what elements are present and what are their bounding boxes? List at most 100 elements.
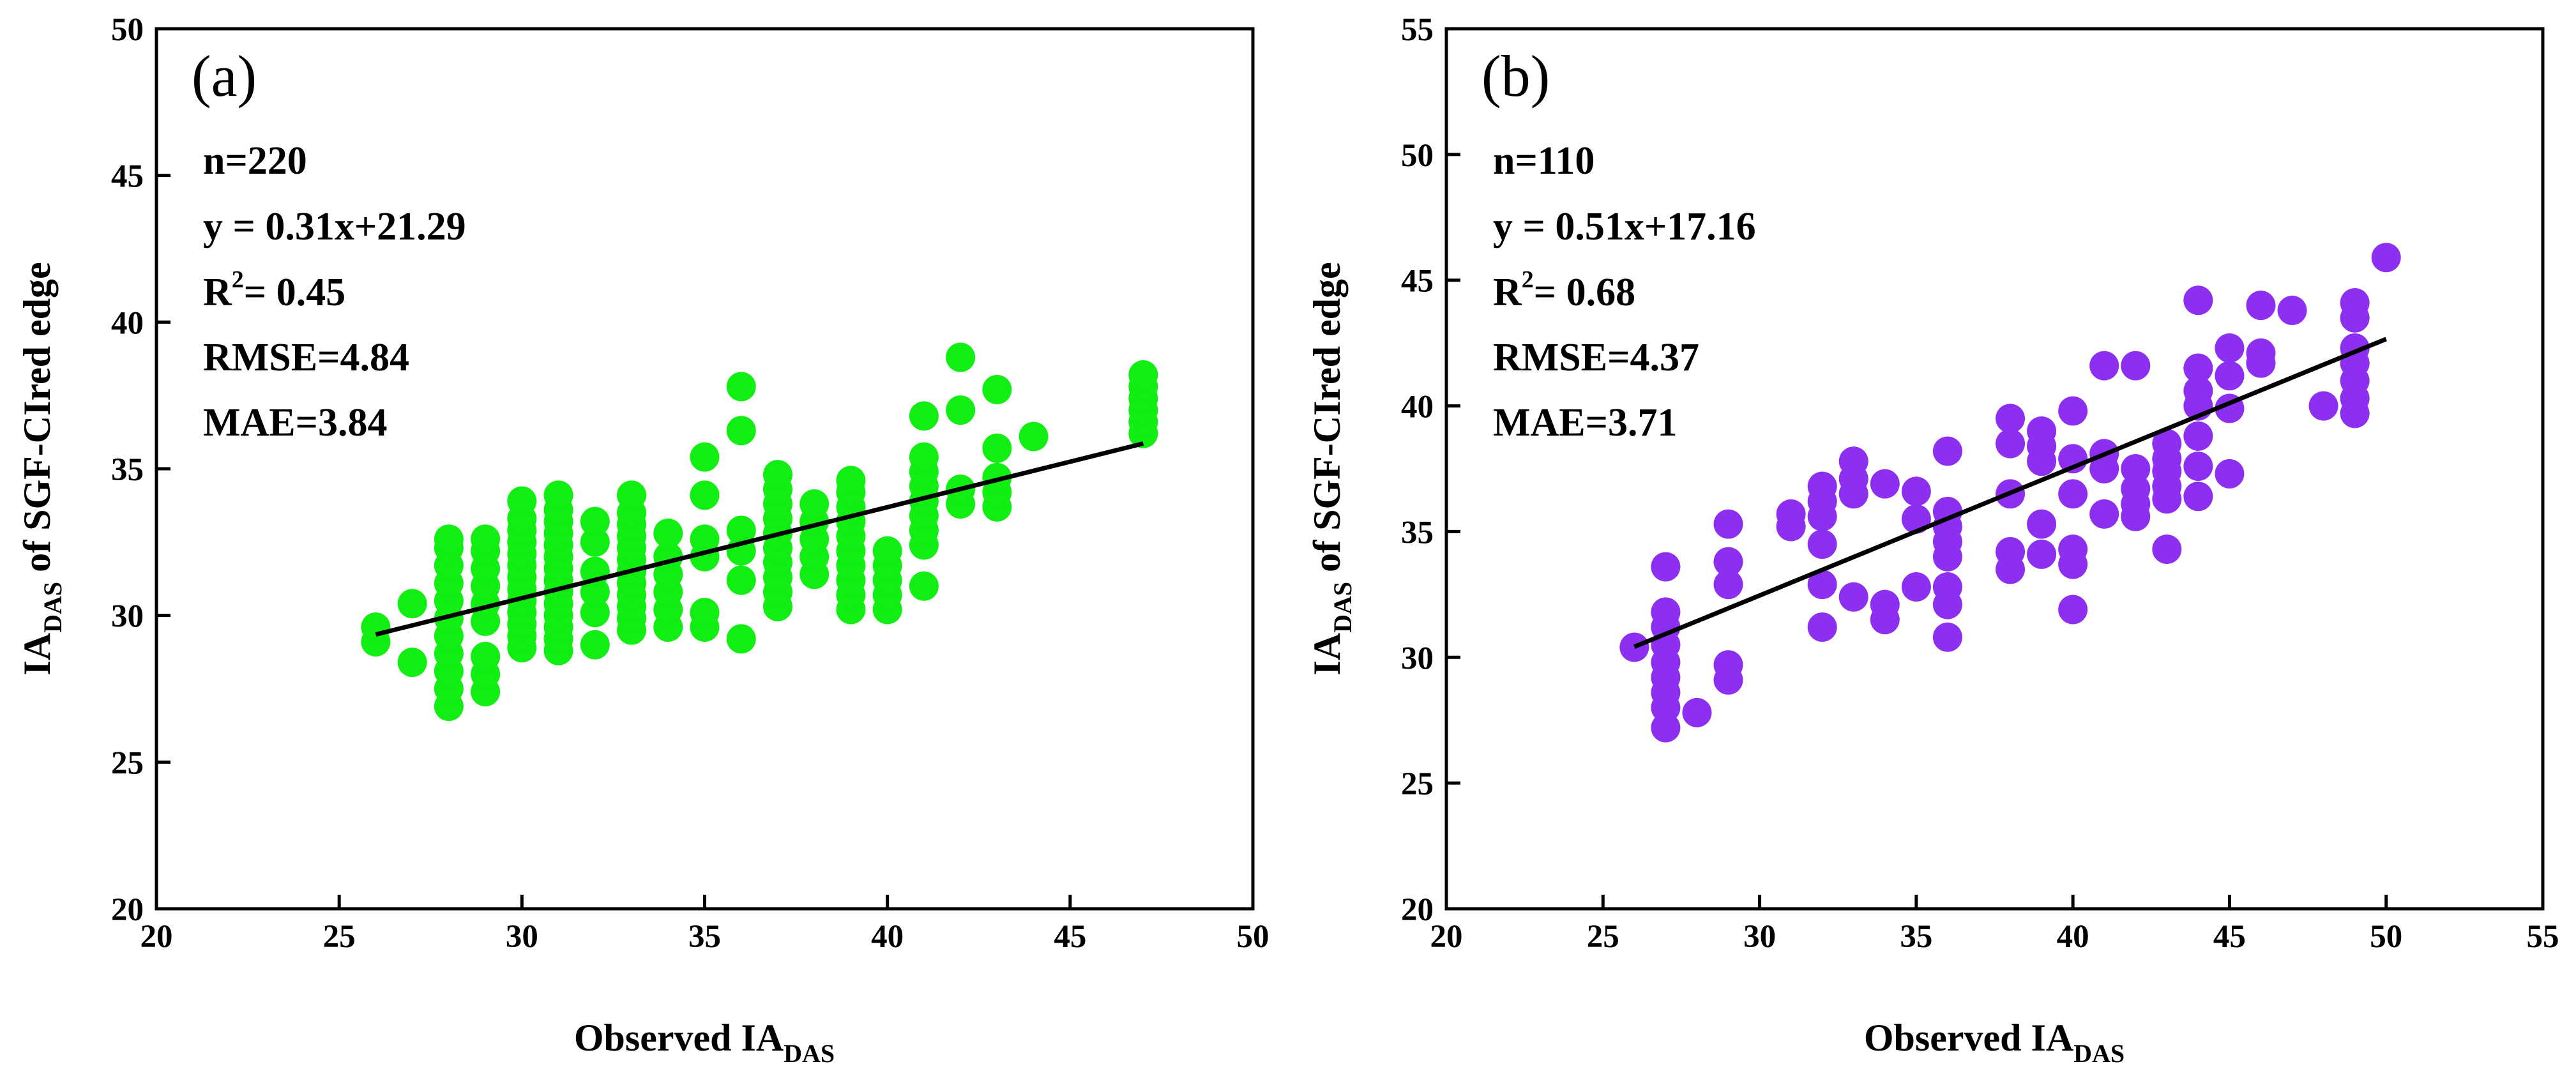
panel-b-point bbox=[2308, 391, 2338, 421]
panel-b-x-tick-label: 45 bbox=[2213, 919, 2246, 955]
panel-a-stat-mae: MAE=3.84 bbox=[203, 401, 387, 444]
panel-a-point bbox=[909, 401, 939, 431]
panel-a-r2-value: = 0.45 bbox=[244, 271, 345, 314]
panel-b-point bbox=[1807, 570, 1837, 600]
panel-b-xlabel-sub: DAS bbox=[2073, 1039, 2125, 1068]
panel-b-point bbox=[1932, 572, 1962, 602]
panel-a-points bbox=[361, 342, 1158, 722]
panel-b-point bbox=[1870, 469, 1900, 499]
panel-b-x-tick-label: 30 bbox=[1743, 919, 1776, 955]
panel-a-y-tick-label: 20 bbox=[111, 892, 144, 928]
panel-b-point bbox=[2183, 452, 2213, 482]
panel-a-y-tick-label: 50 bbox=[111, 12, 144, 48]
panel-b-point bbox=[2058, 396, 2088, 426]
panel-a-point bbox=[397, 589, 427, 619]
panel-b-stat-r2: R2= 0.68 bbox=[1493, 266, 1635, 314]
panel-a-point bbox=[982, 433, 1012, 463]
panel-a-point bbox=[471, 641, 501, 671]
panel-b-point bbox=[1901, 476, 1931, 506]
panel-b-point bbox=[2058, 534, 2088, 564]
panel-b-x-tick-label: 50 bbox=[2370, 919, 2402, 955]
panel-b-stat-equation: y = 0.51x+17.16 bbox=[1493, 205, 1756, 248]
panel-b-x-axis-title: Observed IADAS bbox=[1864, 1017, 2125, 1068]
panel-b-stat-mae: MAE=3.71 bbox=[1493, 401, 1677, 444]
panel-b-point bbox=[2215, 333, 2245, 363]
panel-b-point bbox=[2121, 351, 2151, 381]
panel-b-points bbox=[1619, 243, 2401, 743]
panel-a-point bbox=[762, 460, 792, 490]
panel-a-ylabel-rest: of SGF-CIred edge bbox=[16, 262, 58, 582]
panel-b-point bbox=[2027, 539, 2057, 569]
panel-b-point bbox=[2215, 361, 2245, 391]
panel-a-point bbox=[580, 506, 610, 536]
panel-b-point bbox=[2027, 416, 2057, 446]
panel-b-point bbox=[1651, 597, 1681, 627]
panel-b-ylabel-rest: of SGF-CIred edge bbox=[1306, 262, 1348, 582]
panel-a-ylabel-sub: DAS bbox=[38, 582, 67, 633]
panel-b-x-tick-label: 40 bbox=[2057, 919, 2089, 955]
panel-a-y-tick-label: 30 bbox=[111, 599, 144, 635]
panel-b-point bbox=[1932, 496, 1962, 526]
panel-b-point bbox=[1932, 436, 1962, 466]
panel-a-stat-n: n=220 bbox=[203, 139, 307, 183]
panel-a-point bbox=[872, 536, 902, 566]
panel-a-stat-r2: R2= 0.45 bbox=[203, 266, 345, 314]
panel-a-y-ticks: 20 25 30 35 40 45 50 bbox=[111, 12, 170, 928]
panel-b-r2-value: = 0.68 bbox=[1534, 271, 1635, 314]
panel-a-point bbox=[982, 374, 1012, 404]
panel-a-point bbox=[909, 442, 939, 472]
panel-b-point bbox=[1651, 552, 1681, 582]
panel-b-point bbox=[2027, 509, 2057, 539]
panel-b-x-tick-label: 55 bbox=[2527, 919, 2559, 955]
panel-b: 20 25 30 35 40 45 50 55 20 25 30 35 40 45 50 55 (b) n=… bbox=[1306, 12, 2559, 1068]
panel-a-fit-line bbox=[375, 441, 1144, 637]
panel-a-point bbox=[726, 416, 756, 446]
panel-b-ylabel-main: IA bbox=[1306, 633, 1348, 676]
panel-a-point bbox=[690, 598, 720, 628]
panel-a-point bbox=[1128, 360, 1158, 390]
panel-b-point bbox=[1996, 404, 2026, 434]
panel-a-point bbox=[653, 519, 683, 549]
panel-a-x-tick-label: 20 bbox=[140, 919, 173, 955]
panel-b-ylabel-sub: DAS bbox=[1328, 582, 1357, 633]
panel-a-point bbox=[836, 466, 866, 496]
panel-b-point bbox=[1619, 632, 1649, 662]
panel-b-y-tick-label: 55 bbox=[1401, 12, 1434, 48]
panel-b-point bbox=[1713, 509, 1743, 539]
panel-a-x-tick-label: 40 bbox=[871, 919, 904, 955]
panel-a-point bbox=[617, 480, 647, 510]
panel-a-point bbox=[580, 598, 610, 628]
panel-b-point bbox=[2183, 376, 2213, 406]
panel-a-point bbox=[397, 648, 427, 678]
panel-a-ylabel-main: IA bbox=[16, 633, 58, 676]
panel-b-y-ticks: 20 25 30 35 40 45 50 55 bbox=[1401, 12, 1460, 928]
panel-b-point bbox=[2152, 429, 2182, 459]
panel-b-x-tick-label: 25 bbox=[1587, 919, 1619, 955]
panel-a-y-axis-title: IADAS of SGF-CIred edge bbox=[16, 262, 67, 675]
panel-b-y-tick-label: 45 bbox=[1401, 264, 1434, 300]
panel-b-point bbox=[1932, 622, 1962, 652]
panel-b-stat-rmse: RMSE=4.37 bbox=[1493, 336, 1699, 379]
panel-b-point bbox=[2121, 454, 2151, 483]
panel-a-x-tick-label: 35 bbox=[688, 919, 721, 955]
panel-a-x-tick-label: 25 bbox=[323, 919, 356, 955]
panel-a-point bbox=[690, 480, 720, 510]
panel-a-y-tick-label: 25 bbox=[111, 745, 144, 781]
panel-b-point bbox=[1713, 650, 1743, 680]
panel-a-x-axis-title: Observed IADAS bbox=[574, 1017, 835, 1068]
panel-a-x-tick-label: 45 bbox=[1054, 919, 1086, 955]
panel-a-point bbox=[946, 342, 976, 372]
panel-b-point bbox=[2089, 351, 2119, 381]
panel-b-point bbox=[2371, 243, 2401, 273]
panel-b-point bbox=[1807, 612, 1837, 642]
panel-b-point bbox=[2277, 295, 2307, 325]
panel-b-point bbox=[1713, 570, 1743, 600]
panel-a-r2-prefix: R bbox=[203, 271, 232, 314]
panel-a-point bbox=[434, 524, 464, 554]
panel-a-point bbox=[1019, 421, 1049, 452]
panel-a-xlabel-main: Observed IA bbox=[574, 1017, 784, 1059]
panel-b-y-axis-title: IADAS of SGF-CIred edge bbox=[1306, 262, 1357, 675]
panel-b-point bbox=[2152, 534, 2182, 564]
panel-a-point bbox=[361, 612, 391, 642]
